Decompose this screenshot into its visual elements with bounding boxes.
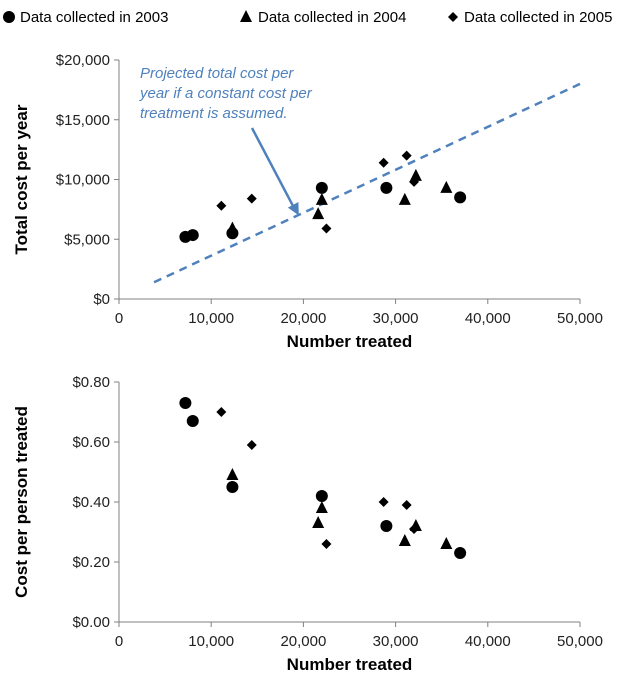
x-tick-label: 30,000: [373, 310, 419, 327]
data-point-circle: [316, 182, 328, 194]
total-cost-chart: $0 $5,000 $10,000 $15,000 $20,000 0 10,000 20,0…: [12, 52, 603, 351]
x-tick-label: 10,000: [188, 310, 234, 327]
data-point-triangle: [440, 181, 452, 193]
legend-circle-icon: [3, 11, 15, 23]
y-tick-label: $10,000: [56, 172, 110, 189]
legend-label: Data collected in 2003: [20, 9, 168, 26]
data-point-diamond: [379, 497, 389, 507]
y-tick-label: $0.60: [72, 434, 110, 451]
data-point-diamond: [321, 223, 331, 233]
y-axis-title: Total cost per year: [12, 104, 31, 254]
annotation-arrow: [252, 128, 295, 209]
data-point-diamond: [321, 539, 331, 549]
x-tick-label: 50,000: [557, 633, 603, 650]
data-point-triangle: [399, 534, 411, 546]
cost-per-person-chart: $0.00 $0.20 $0.40 $0.60 $0.80 0 10,000 20,000 30…: [12, 374, 603, 674]
annotation-line: Projected total cost per: [140, 65, 294, 82]
legend-label: Data collected in 2005: [464, 9, 612, 26]
y-tick-label: $0.20: [72, 554, 110, 571]
legend-diamond-icon: [448, 12, 458, 22]
y-tick-label: $0.80: [72, 374, 110, 391]
data-point-triangle: [316, 501, 328, 513]
annotation-line: year if a constant cost per: [139, 85, 313, 102]
data-point-circle: [179, 397, 191, 409]
data-point-diamond: [216, 407, 226, 417]
x-tick-label: 40,000: [465, 633, 511, 650]
x-tick-label: 20,000: [280, 310, 326, 327]
data-point-diamond: [402, 151, 412, 161]
y-tick-label: $0.00: [72, 614, 110, 631]
x-tick-label: 20,000: [280, 633, 326, 650]
data-point-triangle: [312, 516, 324, 528]
y-tick-label: $0.40: [72, 494, 110, 511]
data-point-circle: [316, 490, 328, 502]
data-point-circle: [187, 415, 199, 427]
legend-label: Data collected in 2004: [258, 9, 406, 26]
data-point-triangle: [399, 193, 411, 205]
x-tick-label: 0: [115, 310, 123, 327]
data-point-diamond: [247, 440, 257, 450]
data-point-triangle: [226, 221, 238, 233]
data-point-circle: [454, 191, 466, 203]
data-point-circle: [187, 229, 199, 241]
x-axis-title: Number treated: [287, 332, 413, 351]
data-point-circle: [380, 182, 392, 194]
x-tick-label: 40,000: [465, 310, 511, 327]
data-point-triangle: [226, 468, 238, 480]
data-point-circle: [380, 520, 392, 532]
y-tick-label: $5,000: [64, 231, 110, 248]
x-tick-label: 10,000: [188, 633, 234, 650]
y-tick-label: $15,000: [56, 112, 110, 129]
x-axis-title: Number treated: [287, 655, 413, 674]
data-point-diamond: [216, 201, 226, 211]
annotation-line: treatment is assumed.: [140, 105, 288, 122]
data-point-diamond: [402, 500, 412, 510]
x-tick-label: 0: [115, 633, 123, 650]
data-point-circle: [454, 547, 466, 559]
x-tick-label: 30,000: [373, 633, 419, 650]
data-point-diamond: [247, 194, 257, 204]
legend: Data collected in 2003 Data collected in …: [3, 9, 612, 26]
x-tick-label: 50,000: [557, 310, 603, 327]
y-tick-label: $20,000: [56, 52, 110, 69]
y-axis-title: Cost per person treated: [12, 406, 31, 598]
data-point-triangle: [440, 537, 452, 549]
data-point-triangle: [316, 193, 328, 205]
data-point-diamond: [379, 158, 389, 168]
y-tick-label: $0: [93, 291, 110, 308]
legend-triangle-icon: [240, 10, 252, 22]
data-point-circle: [226, 481, 238, 493]
